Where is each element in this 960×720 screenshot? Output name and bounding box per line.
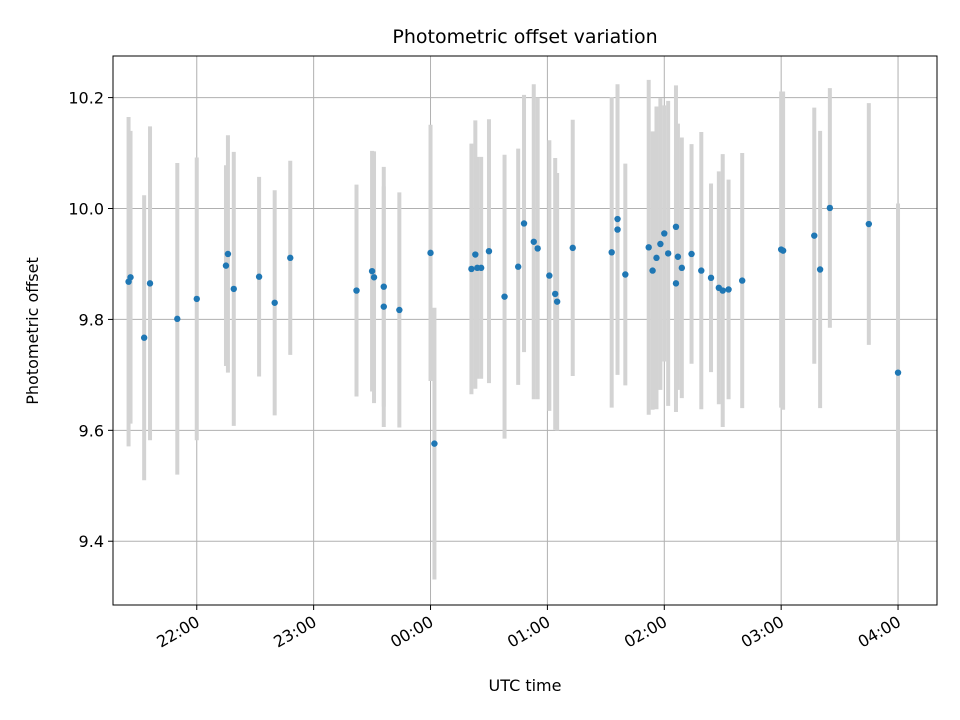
data-point [816, 266, 824, 273]
data-point [551, 290, 559, 298]
data-point [546, 272, 553, 279]
data-point [657, 240, 664, 248]
data-point [485, 248, 493, 255]
y-tick-label: 9.4 [79, 532, 104, 551]
data-point [353, 287, 360, 294]
data-point [230, 285, 237, 293]
data-point [678, 264, 686, 272]
data-point [380, 283, 387, 290]
data-point [672, 223, 680, 230]
data-point [553, 298, 561, 305]
data-point [287, 254, 294, 262]
data-point [664, 250, 672, 257]
data-points [125, 204, 902, 447]
data-point [608, 249, 615, 256]
data-point [661, 230, 668, 237]
data-point [725, 286, 732, 293]
data-point [653, 254, 660, 262]
data-point [894, 369, 902, 376]
data-point [477, 264, 485, 272]
y-axis-label: Photometric offset [23, 257, 42, 405]
data-point [501, 293, 508, 300]
data-point [431, 440, 438, 447]
data-point [645, 244, 652, 251]
data-point [811, 232, 818, 239]
data-point [146, 280, 154, 287]
data-point [224, 250, 232, 258]
data-point [472, 251, 479, 258]
data-point [614, 215, 621, 223]
data-point [255, 273, 263, 280]
data-point [427, 249, 434, 257]
data-point [520, 220, 528, 227]
data-point [530, 238, 537, 245]
data-point [569, 244, 576, 252]
data-point [140, 334, 148, 341]
y-axis-ticks: 9.4 9.6 9.8 10.0 10.2 [68, 89, 113, 551]
data-point [271, 299, 278, 306]
data-point [698, 267, 705, 274]
x-axis-label: UTC time [489, 676, 562, 695]
data-point [193, 295, 200, 303]
y-tick-label: 10.0 [68, 200, 104, 219]
y-tick-label: 9.6 [79, 421, 104, 440]
data-point [614, 226, 621, 233]
data-point [370, 274, 378, 281]
data-point [674, 253, 682, 260]
chart-title: Photometric offset variation [392, 26, 657, 48]
data-point [174, 315, 181, 323]
data-point [865, 220, 873, 228]
data-point [649, 267, 656, 274]
data-point [396, 306, 403, 314]
data-point [127, 274, 134, 281]
data-point [779, 247, 787, 254]
y-tick-label: 10.2 [68, 89, 104, 108]
y-tick-label: 9.8 [79, 310, 104, 329]
data-point [826, 204, 834, 212]
data-point [468, 265, 475, 273]
data-point [380, 303, 387, 310]
data-point [707, 274, 715, 282]
data-point [688, 250, 695, 258]
data-point [514, 263, 522, 270]
data-point [368, 267, 376, 275]
data-point [622, 271, 629, 278]
data-point [719, 287, 726, 294]
data-point [739, 277, 746, 284]
data-point [672, 280, 680, 287]
plot-frame [112, 55, 938, 606]
data-point [222, 262, 230, 269]
data-point [534, 245, 541, 252]
